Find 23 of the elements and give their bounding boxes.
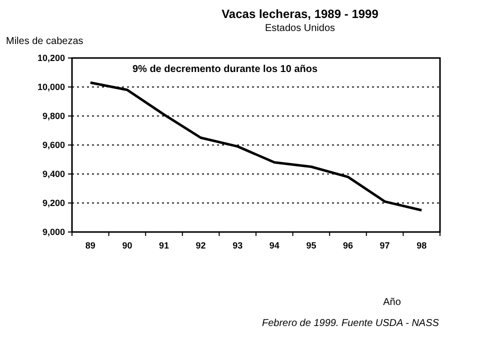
x-tick-label: 93 <box>232 240 243 250</box>
x-tick-label: 94 <box>269 240 280 250</box>
annotation: 9% de decremento durante los 10 años <box>132 64 318 75</box>
text: Febrero de 1999. Fuente USDA - NASS <box>262 318 440 329</box>
y-axis-title: Miles de cabezas <box>6 36 84 47</box>
y-tick-label: 9,800 <box>42 110 65 121</box>
chart-title: Vacas lecheras, 1989 - 1999 <box>222 7 379 21</box>
y-tick-label: 9,600 <box>42 140 65 150</box>
x-axis-title: Año <box>383 297 402 308</box>
y-tick-label: 10,200 <box>37 52 65 63</box>
y-tick-label: 9,200 <box>42 198 65 208</box>
x-tick-label: 89 <box>85 240 96 250</box>
y-tick-label: 9,000 <box>42 226 65 237</box>
x-tick-label: 98 <box>416 240 427 250</box>
x-tick-label: 96 <box>342 240 354 250</box>
x-tick-label: 90 <box>122 240 132 250</box>
x-tick-label: 97 <box>380 240 390 250</box>
x-tick-label: 95 <box>306 240 316 250</box>
y-tick-label: 10,000 <box>37 82 65 92</box>
chart-subtitle: Estados Unidos <box>264 23 336 34</box>
x-tick-label: 91 <box>158 240 170 250</box>
x-tick-label: 92 <box>196 240 206 250</box>
y-tick-label: 9,400 <box>42 168 65 179</box>
